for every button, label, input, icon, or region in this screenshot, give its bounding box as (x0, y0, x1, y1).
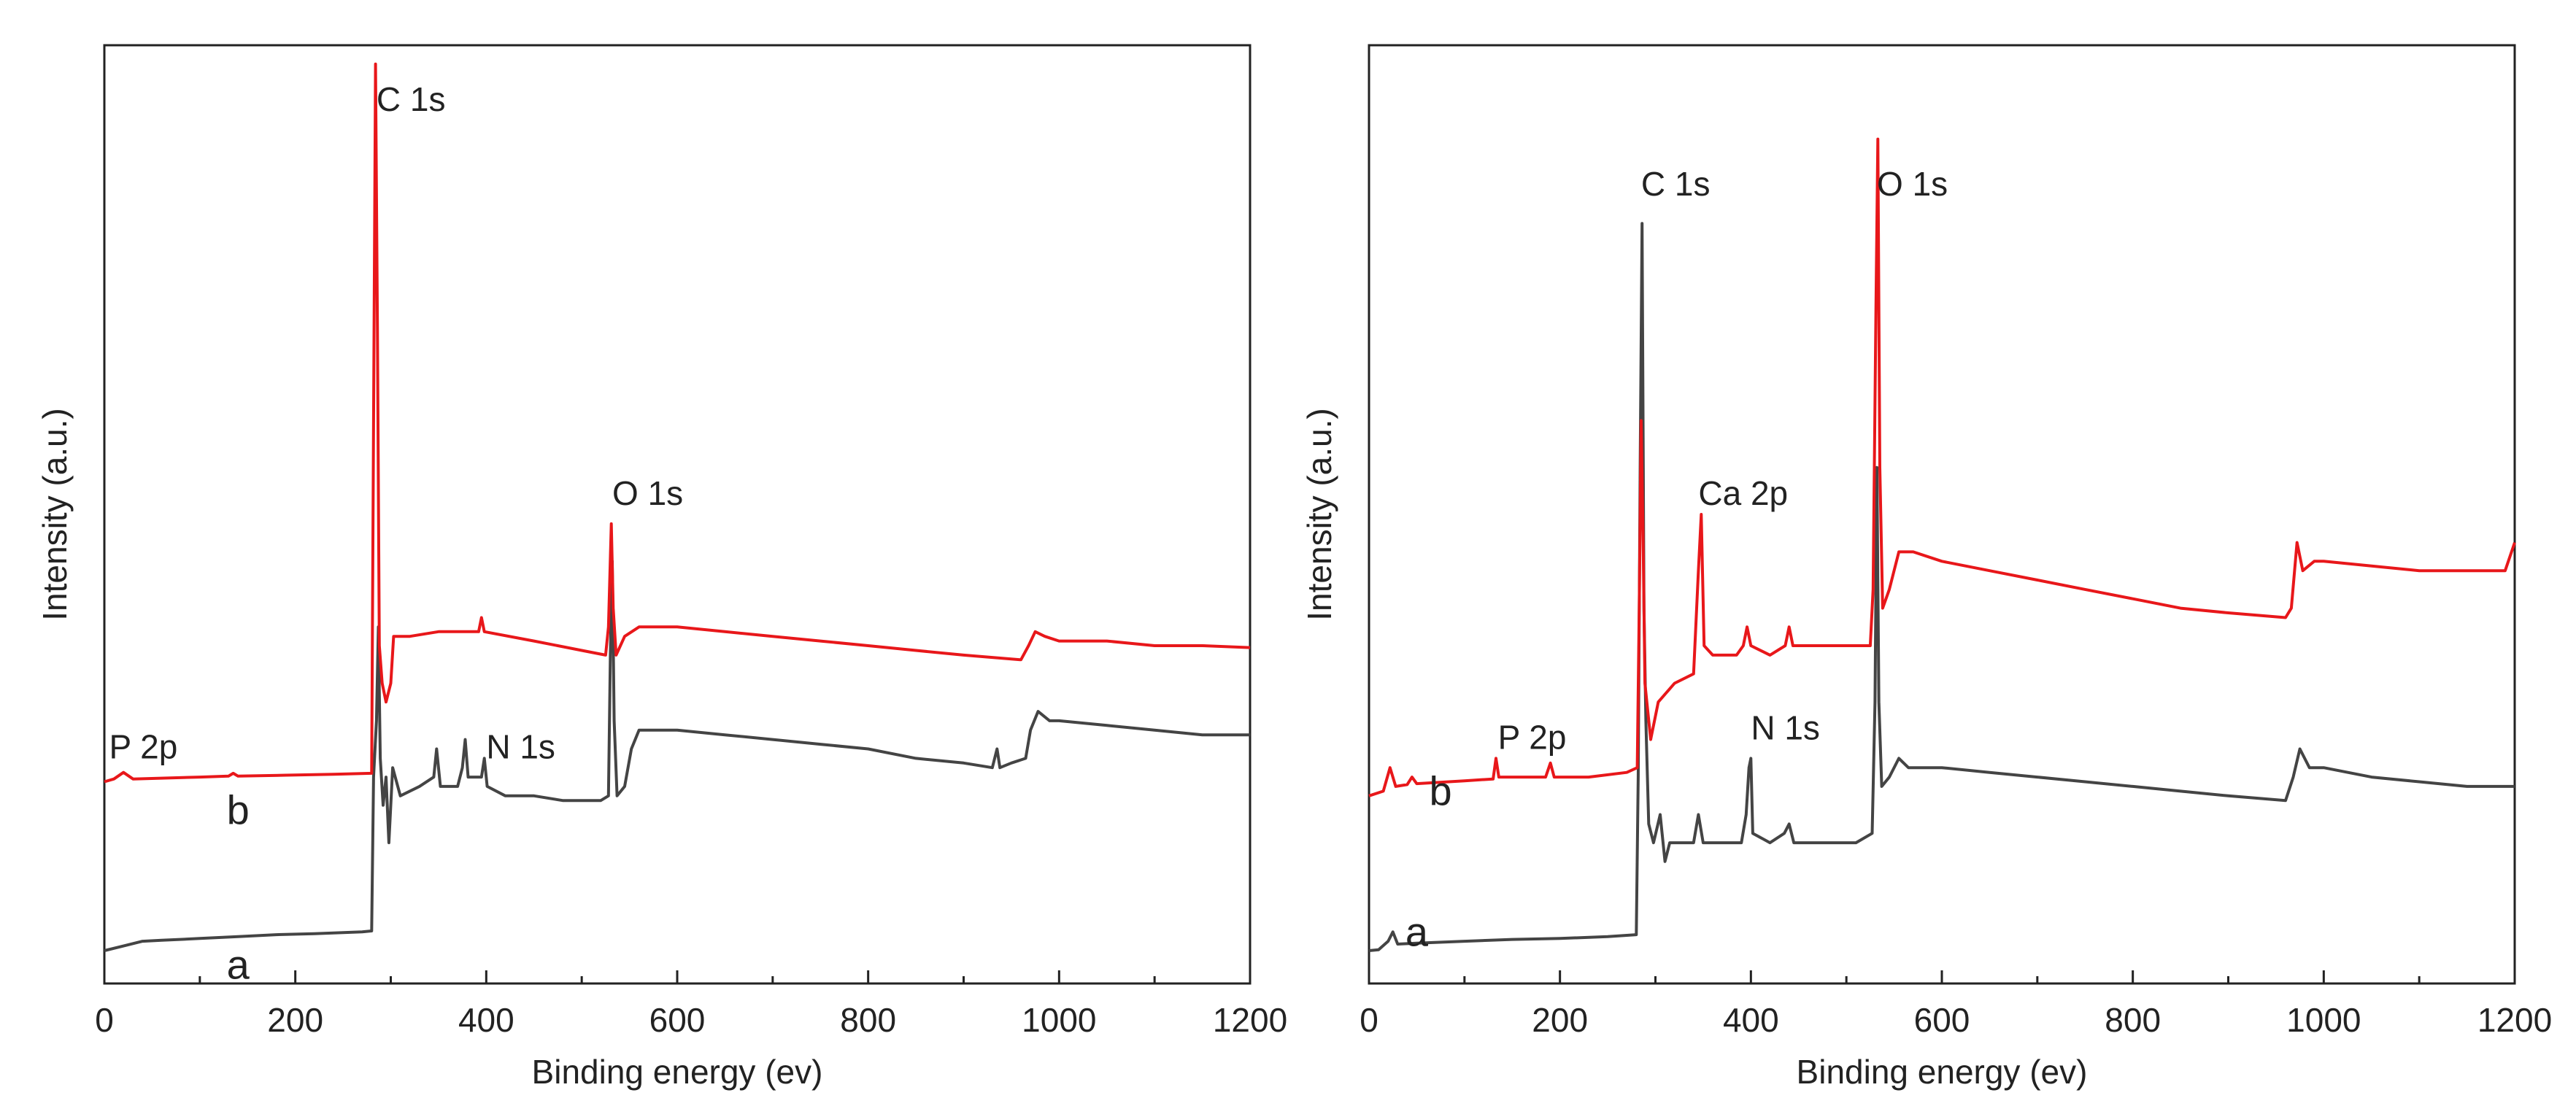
right-chart-x-tick-label: 1000 (2286, 1001, 2361, 1039)
right-chart-peak-label: C 1s (1641, 165, 1711, 203)
left-chart-x-tick-label: 600 (649, 1001, 706, 1039)
left-chart-y-axis-title: Intensity (a.u.) (36, 408, 74, 620)
right-chart-x-tick-label: 600 (1914, 1001, 1970, 1039)
right-chart-x-tick-label: 800 (2105, 1001, 2161, 1039)
left-chart-x-tick-label: 1000 (1022, 1001, 1096, 1039)
left-chart-x-tick-label: 800 (840, 1001, 896, 1039)
right-chart-x-tick-label: 0 (1360, 1001, 1378, 1039)
right-chart-curve-label: a (1405, 909, 1429, 955)
left-chart-peak-label: O 1s (612, 474, 683, 512)
right-chart-series-b-line (1368, 137, 2516, 797)
left-chart-peak-label: P 2p (109, 727, 178, 765)
left-chart-series-a-line (104, 560, 1250, 952)
left-chart-x-tick-label: 400 (458, 1001, 514, 1039)
left-chart-panel: 0 200 400 600 800 1000 1200 Binding energy (ev)… (36, 44, 1287, 1091)
left-chart-peak-label: N 1s (486, 727, 555, 765)
left-chart-x-axis-title: Binding energy (ev) (532, 1053, 823, 1091)
right-chart-peak-label: P 2p (1498, 719, 1567, 757)
left-chart-x-tick-label: 200 (267, 1001, 323, 1039)
right-chart-x-tick-label: 400 (1723, 1001, 1779, 1039)
right-chart-peak-label: Ca 2p (1698, 474, 1788, 512)
right-chart-peak-label: N 1s (1751, 709, 1820, 747)
right-chart-x-tick-label: 1200 (2477, 1001, 2552, 1039)
right-chart-x-tick-label: 200 (1532, 1001, 1588, 1039)
right-chart-series-a-line (1368, 222, 2515, 952)
left-chart-plot-frame (103, 44, 1252, 985)
right-chart-curve-label: b (1430, 768, 1452, 814)
right-chart-x-axis-title: Binding energy (ev) (1797, 1053, 2088, 1091)
left-chart-x-tick-label: 0 (95, 1001, 114, 1039)
right-chart-y-axis-title: Intensity (a.u.) (1300, 408, 1338, 620)
right-chart-panel: 0 200 400 600 800 1000 1200 Binding energy (ev)… (1300, 44, 2552, 1091)
left-chart-curve-label: b (227, 786, 250, 832)
right-chart-peak-label: O 1s (1877, 165, 1948, 203)
left-chart-x-tick-label: 1200 (1213, 1001, 1287, 1039)
left-chart-series-b-line (104, 62, 1251, 784)
left-chart-curve-label: a (227, 942, 250, 988)
left-chart-peak-label: C 1s (377, 80, 446, 118)
